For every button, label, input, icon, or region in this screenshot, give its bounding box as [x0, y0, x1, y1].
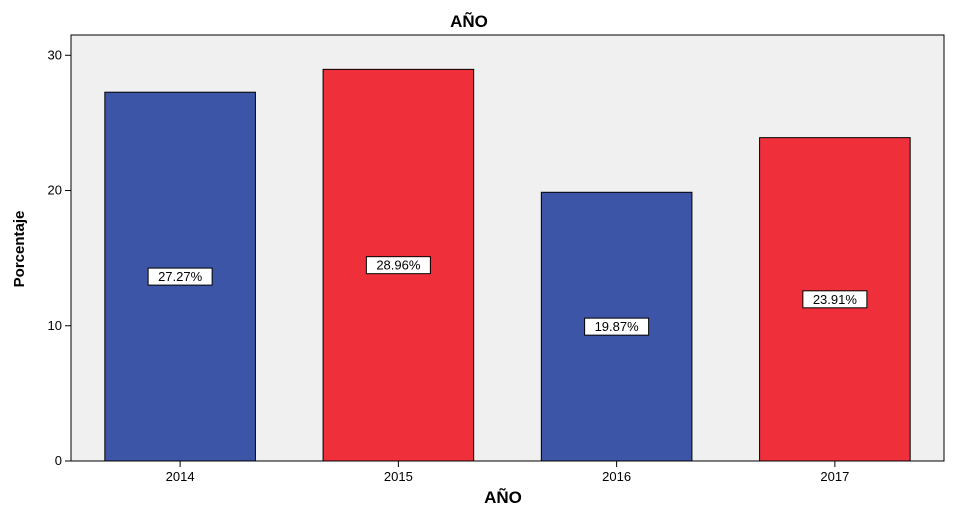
data-label: 23.91%: [813, 292, 858, 307]
chart-title: AÑO: [450, 11, 488, 31]
data-label: 28.96%: [376, 258, 421, 273]
x-axis: 2014 2015 2016 2017: [166, 461, 849, 484]
data-label-box: [365, 256, 431, 275]
y-axis: 0 10 20 30: [48, 47, 71, 468]
data-label-box: [802, 290, 868, 309]
data-label: 19.87%: [595, 319, 640, 334]
x-tick-label: 2015: [384, 469, 413, 484]
y-tick-label: 0: [55, 453, 62, 468]
data-label-box: [147, 267, 213, 286]
y-tick-label: 10: [48, 318, 62, 333]
y-tick-label: 30: [48, 47, 62, 62]
x-tick-label: 2014: [166, 469, 195, 484]
x-axis-title: AÑO: [484, 487, 522, 506]
x-tick-label: 2017: [820, 469, 849, 484]
x-tick-label: 2016: [602, 469, 631, 484]
y-tick-label: 20: [48, 183, 62, 198]
data-label: 27.27%: [158, 269, 203, 284]
data-label-box: [584, 317, 650, 336]
y-axis-title: Porcentaje: [11, 211, 28, 288]
